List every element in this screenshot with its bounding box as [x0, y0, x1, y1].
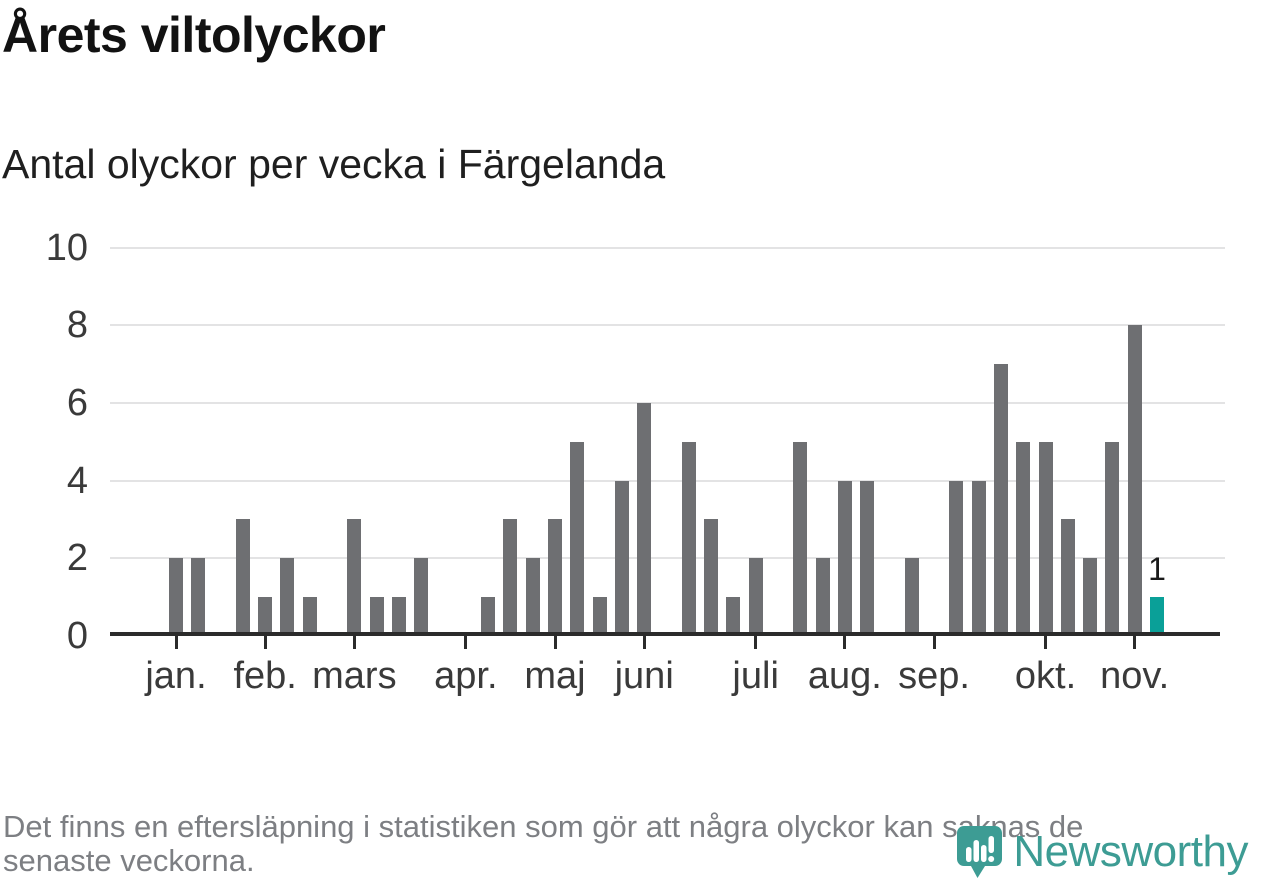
x-axis-month-label-nov: nov.	[1100, 655, 1170, 697]
bar-week-12	[414, 558, 429, 636]
x-axis-tick-mars	[352, 636, 356, 649]
x-axis-month-label-jan: jan.	[145, 655, 207, 697]
x-axis-month-label-juni: juni	[614, 655, 674, 697]
y-axis-label-0: 0	[66, 615, 88, 657]
bar-week-5	[258, 597, 273, 636]
y-axis-label-6: 6	[66, 381, 88, 424]
bar-week-4	[235, 519, 250, 636]
x-axis-month-label-sep: sep.	[898, 655, 970, 697]
bar-week-17	[525, 558, 540, 636]
bar-week-39	[1016, 441, 1031, 636]
gridline-y4	[110, 479, 1225, 482]
bar-week-9	[347, 519, 362, 636]
bar-week-27	[748, 558, 763, 636]
x-axis-month-label-juli: juli	[732, 655, 779, 697]
chart-title: Årets viltolyckor	[2, 7, 386, 63]
bar-week-41	[1060, 519, 1075, 636]
bar-week-10	[369, 597, 384, 636]
chart-subtitle: Antal olyckor per vecka i Färgelanda	[2, 141, 666, 187]
x-axis-tick-apr	[464, 636, 468, 649]
bar-week-26	[726, 597, 741, 636]
bar-week-19	[570, 441, 585, 636]
bar-week-18	[548, 519, 562, 636]
bar-week-32	[860, 480, 875, 636]
gridline-y6	[110, 401, 1225, 404]
x-axis-month-label-okt: okt.	[1014, 655, 1077, 697]
x-axis-tick-juni	[642, 636, 646, 649]
y-axis-label-4: 4	[66, 459, 88, 502]
newsworthy-pin-icon	[956, 825, 1003, 879]
bar-week-22	[637, 402, 652, 636]
bar-week-42	[1083, 558, 1098, 636]
bar-week-40	[1038, 441, 1053, 636]
y-axis-label-10: 10	[45, 226, 88, 269]
x-axis-tick-jan	[174, 636, 178, 649]
bar-week-1	[169, 558, 183, 636]
x-axis-tick-feb	[263, 636, 267, 649]
bar-week-2	[191, 558, 206, 636]
x-axis-month-label-aug: aug.	[807, 655, 882, 697]
current-week-value-label: 1	[1148, 551, 1166, 587]
bar-week-7	[302, 597, 317, 636]
bar-week-16	[503, 519, 518, 636]
bar-week-38	[993, 364, 1008, 636]
x-axis-tick-maj	[553, 636, 557, 649]
bar-week-34	[904, 558, 919, 636]
gridline-y10	[110, 246, 1225, 249]
y-axis-label-2: 2	[66, 537, 88, 580]
bar-week-37	[971, 480, 986, 636]
bar-week-30	[815, 558, 830, 636]
gridline-y8	[110, 324, 1225, 327]
bar-current-week	[1149, 597, 1164, 636]
x-axis-tick-nov	[1133, 636, 1137, 649]
bar-week-44	[1127, 325, 1142, 636]
bar-week-21	[614, 480, 629, 636]
x-axis-month-label-feb: feb.	[233, 655, 297, 697]
newsworthy-wordmark: Newsworthy	[1013, 827, 1248, 876]
bar-week-36	[949, 480, 964, 636]
bar-week-43	[1105, 441, 1120, 636]
x-axis-month-label-mars: mars	[312, 655, 397, 697]
x-axis-tick-aug	[843, 636, 847, 649]
footnote: Det finns en eftersläpning i statistiken…	[3, 810, 1083, 878]
x-axis-tick-okt	[1044, 636, 1047, 649]
bar-week-20	[592, 597, 607, 636]
bar-week-11	[391, 597, 406, 636]
y-axis-label-8: 8	[66, 304, 88, 347]
bar-week-25	[704, 519, 719, 636]
x-axis-tick-juli	[754, 636, 758, 649]
bar-week-31	[837, 480, 852, 636]
x-axis-month-label-apr: apr.	[434, 655, 498, 697]
x-axis-month-label-maj: maj	[524, 655, 586, 697]
x-axis-line	[110, 632, 1220, 636]
footnote-line-1: Det finns en eftersläpning i statistiken…	[3, 809, 1084, 844]
bar-week-29	[793, 441, 808, 636]
bar-week-6	[280, 558, 295, 636]
footnote-line-2: senaste veckorna.	[3, 843, 255, 878]
newsworthy-logo: Newsworthy	[956, 825, 1248, 879]
bar-week-24	[681, 441, 696, 636]
x-axis-tick-sep	[932, 636, 936, 649]
gridline-y2	[110, 557, 1225, 560]
bar-week-15	[481, 597, 496, 636]
